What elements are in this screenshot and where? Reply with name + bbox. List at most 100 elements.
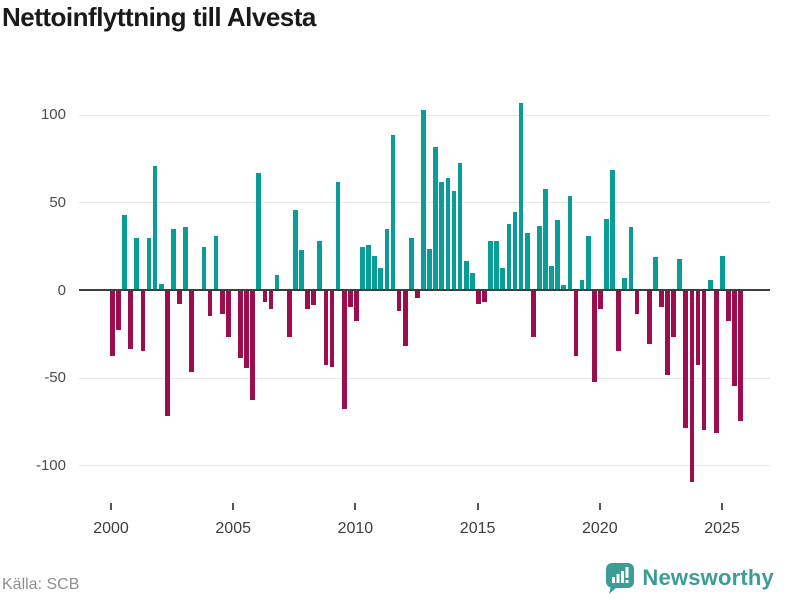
bar <box>549 266 554 289</box>
bar <box>695 291 701 365</box>
x-axis-tick <box>232 503 235 510</box>
x-axis-tick-label: 2020 <box>582 520 618 537</box>
bar <box>537 225 542 289</box>
x-axis-tick <box>354 503 357 510</box>
bar <box>713 291 719 434</box>
x-axis-tick-label: 2010 <box>337 520 374 537</box>
bar <box>207 291 213 316</box>
bar <box>683 291 689 428</box>
bar <box>500 267 506 289</box>
bar <box>598 291 603 309</box>
bar <box>707 280 713 289</box>
bar <box>604 218 609 289</box>
bar <box>665 291 670 376</box>
bar <box>445 178 451 289</box>
y-axis-tick-label: -100 <box>35 456 66 474</box>
bar <box>530 291 536 337</box>
bar <box>384 229 390 289</box>
gridline <box>79 465 770 467</box>
bar <box>110 291 115 357</box>
bar <box>671 291 676 337</box>
x-axis-tick <box>598 503 601 510</box>
bar <box>616 291 622 351</box>
bar <box>628 227 634 289</box>
bar <box>408 237 414 289</box>
bar <box>573 291 579 357</box>
bar <box>177 291 182 304</box>
bar <box>341 291 347 409</box>
bar <box>390 134 396 289</box>
bar <box>476 291 481 304</box>
bar <box>646 291 652 344</box>
bar <box>262 291 268 302</box>
bar <box>585 236 591 289</box>
bar <box>506 223 512 289</box>
newsworthy-wordmark: Newsworthy <box>642 565 774 590</box>
y-axis-tick-label: -50 <box>44 369 66 387</box>
bar <box>140 291 146 351</box>
bar <box>317 241 323 289</box>
bar <box>396 291 402 311</box>
bar <box>189 291 195 372</box>
bar <box>524 232 530 289</box>
bar <box>720 255 725 289</box>
x-axis-tick <box>110 503 112 510</box>
bar <box>567 195 573 289</box>
bar <box>488 241 493 289</box>
bar <box>158 283 164 289</box>
bar <box>305 291 310 309</box>
bar <box>366 245 371 289</box>
gridline <box>79 377 770 379</box>
bar <box>268 291 274 309</box>
bar <box>726 291 731 322</box>
bar <box>128 291 134 350</box>
bar <box>372 255 378 289</box>
bar <box>701 291 707 430</box>
bar <box>469 273 475 289</box>
x-axis-tick-label: 2005 <box>215 520 251 537</box>
bar <box>183 227 188 289</box>
bar <box>274 274 280 289</box>
y-axis-tick-label: 100 <box>40 106 66 124</box>
bar <box>116 291 121 330</box>
bar <box>219 291 225 315</box>
bar <box>659 291 664 308</box>
bar <box>402 291 408 346</box>
bar <box>354 291 359 322</box>
bar <box>561 285 567 289</box>
y-axis-tick-label: 50 <box>49 193 66 211</box>
bar <box>591 291 597 383</box>
bar <box>323 291 329 365</box>
bar <box>482 291 487 302</box>
zero-axis-line <box>79 288 770 292</box>
x-axis-tick-label: 2025 <box>704 520 740 537</box>
chart-title: Nettoinflyttning till Alvesta <box>2 2 316 32</box>
bar <box>171 229 176 289</box>
bar <box>146 237 152 289</box>
bar <box>256 173 262 289</box>
newsworthy-branding: Newsworthy <box>605 561 774 595</box>
bar <box>225 291 231 337</box>
x-axis-tick <box>476 503 479 510</box>
bar <box>311 291 317 306</box>
bar <box>335 181 341 289</box>
bar <box>347 291 353 308</box>
bar <box>738 291 744 421</box>
bar <box>652 257 658 289</box>
bar <box>329 291 335 367</box>
bar <box>427 248 432 289</box>
bar <box>579 280 585 289</box>
bar <box>451 190 457 289</box>
bar <box>555 220 561 289</box>
bar <box>421 110 426 289</box>
bar <box>634 291 640 315</box>
bar <box>543 188 548 289</box>
bar <box>622 278 628 289</box>
x-axis-tick <box>721 503 723 510</box>
bar <box>457 162 463 289</box>
bar <box>732 291 737 386</box>
x-axis-tick-label: 2000 <box>93 520 129 537</box>
bar <box>250 291 256 400</box>
x-axis-tick-label: 2015 <box>459 520 496 537</box>
